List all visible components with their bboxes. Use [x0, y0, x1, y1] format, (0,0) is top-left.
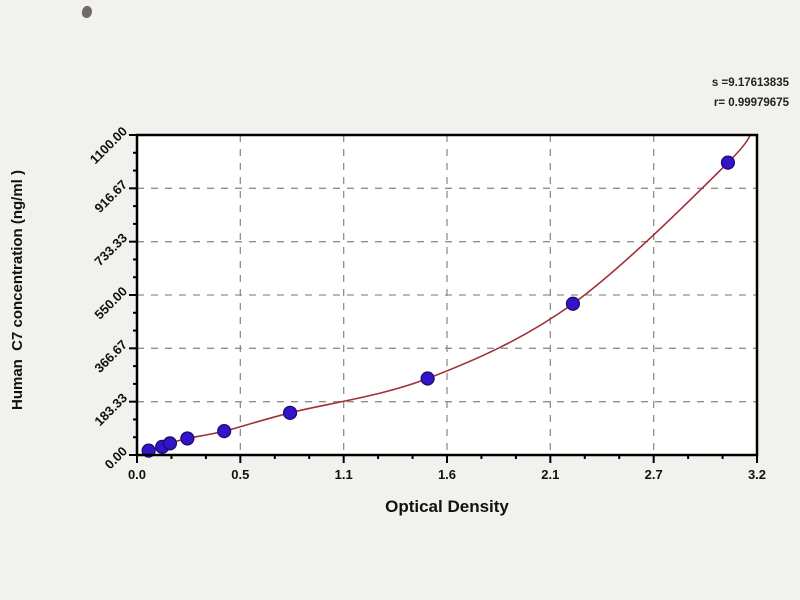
y-tick-label: 550.00 — [91, 284, 130, 323]
data-point — [420, 371, 435, 386]
y-tick-label: 916.67 — [91, 177, 130, 216]
data-point — [217, 424, 232, 439]
annotation-s-value: s =9.17613835 — [712, 77, 790, 89]
y-tick-label: 0.00 — [102, 444, 131, 473]
data-point — [565, 296, 581, 311]
x-tick-label: 1.1 — [335, 467, 353, 482]
y-tick-label: 366.67 — [91, 337, 130, 376]
x-tick-label: 0.5 — [231, 467, 249, 482]
x-tick-label: 2.7 — [645, 467, 663, 482]
y-tick-label: 1100.00 — [87, 124, 130, 167]
data-point — [720, 155, 736, 170]
data-point — [180, 431, 195, 446]
data-point — [162, 436, 178, 451]
y-axis-title: Human C7 concentration (ng/ml ) — [9, 170, 26, 410]
x-tick-label: 1.6 — [438, 467, 456, 482]
plot-layer: 0.0 0.5 1.1 1.6 2.1 2.7 3.2 0.00 183.33 366.67 550… — [87, 124, 766, 482]
x-tick-label: 3.2 — [748, 467, 766, 482]
annotation-r-value: r= 0.99979675 — [714, 97, 790, 109]
data-point — [282, 405, 298, 420]
x-tick-label: 0.0 — [128, 467, 146, 482]
x-axis-title: Optical Density — [385, 497, 509, 516]
plot-frame — [135, 133, 759, 457]
y-tick-label: 183.33 — [91, 390, 130, 429]
y-tick-label: 733.33 — [91, 230, 130, 269]
x-tick-label: 2.1 — [541, 467, 559, 482]
